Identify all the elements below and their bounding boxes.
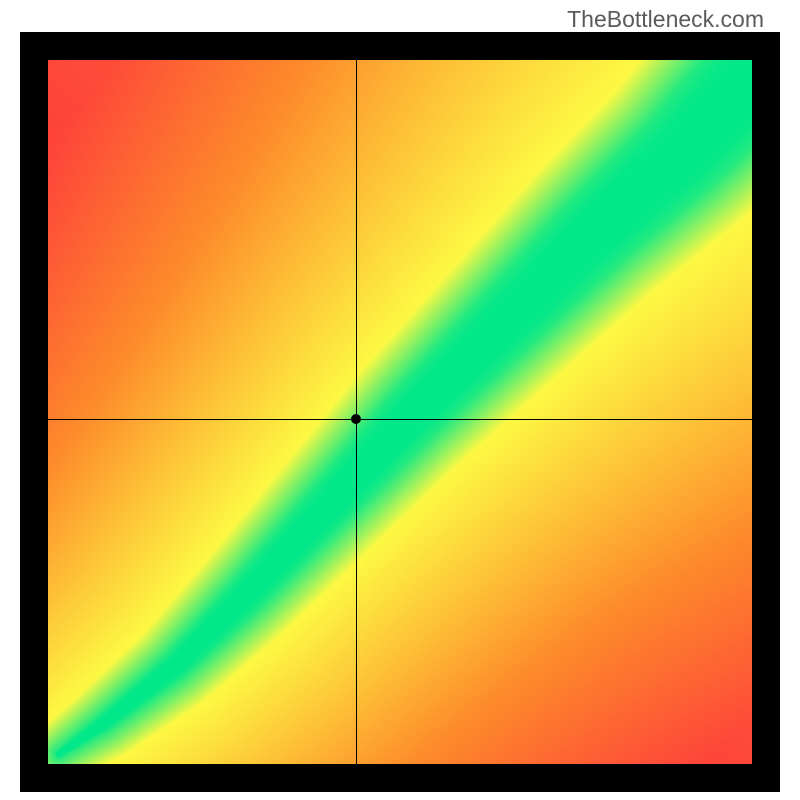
watermark-text: TheBottleneck.com	[567, 6, 764, 33]
crosshair-vertical	[356, 60, 357, 764]
plot-area	[48, 60, 752, 764]
crosshair-horizontal	[48, 419, 752, 420]
root-container: TheBottleneck.com	[0, 0, 800, 800]
plot-outer-frame	[20, 32, 780, 792]
heatmap-canvas	[48, 60, 752, 764]
crosshair-marker	[351, 414, 361, 424]
